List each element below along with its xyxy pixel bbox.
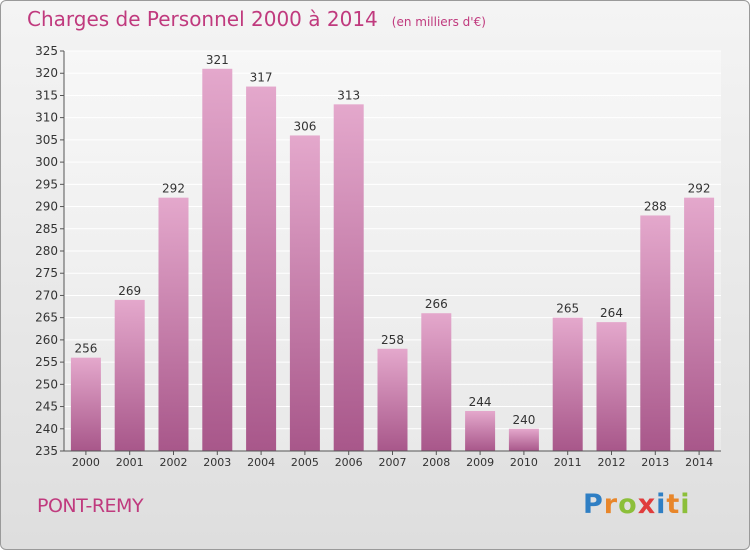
bar [508,428,539,451]
bar [596,322,627,451]
x-tick-label: 2004 [247,456,275,469]
x-tick-label: 2009 [466,456,494,469]
y-tick-label: 315 [35,88,58,102]
bar-value-label: 321 [206,53,229,67]
bar-value-label: 288 [644,199,667,213]
y-tick-label: 305 [35,133,58,147]
y-tick-label: 280 [35,244,58,258]
proxiti-logo: Proxiti [583,489,691,520]
y-tick-label: 295 [35,177,58,191]
y-tick-label: 290 [35,200,58,214]
y-tick-label: 300 [35,155,58,169]
x-tick-label: 2008 [422,456,450,469]
bar [465,411,496,451]
bar-value-label: 244 [469,395,492,409]
bar [377,348,408,451]
y-tick-label: 240 [35,422,58,436]
bar [640,215,671,451]
bar-value-label: 313 [337,88,360,102]
y-tick-label: 260 [35,333,58,347]
bar-value-label: 240 [512,413,535,427]
x-tick-label: 2012 [598,456,626,469]
x-tick-label: 2005 [291,456,319,469]
y-tick-label: 255 [35,355,58,369]
bar-value-label: 256 [74,342,97,356]
x-tick-label: 2003 [203,456,231,469]
bar-value-label: 266 [425,297,448,311]
chart-title: Charges de Personnel 2000 à 2014 (en mill… [27,7,486,31]
x-tick-label: 2000 [72,456,100,469]
bar [552,317,583,451]
y-tick-label: 270 [35,288,58,302]
y-tick-label: 250 [35,377,58,391]
commune-name: PONT-REMY [37,495,144,517]
bar [114,299,145,451]
bar-value-label: 317 [250,71,273,85]
bar-value-label: 292 [162,182,185,196]
bar-value-label: 258 [381,333,404,347]
y-tick-label: 245 [35,400,58,414]
bar-value-label: 269 [118,284,141,298]
x-tick-label: 2007 [379,456,407,469]
x-tick-label: 2014 [685,456,713,469]
bar-value-label: 265 [556,302,579,316]
y-tick-label: 325 [35,44,58,58]
bar [333,104,364,451]
bar-value-label: 306 [293,119,316,133]
y-tick-label: 275 [35,266,58,280]
bar [421,313,452,451]
y-tick-label: 310 [35,111,58,125]
x-tick-label: 2006 [335,456,363,469]
bar-value-label: 264 [600,306,623,320]
bar [202,68,233,452]
chart-title-text: Charges de Personnel 2000 à 2014 [27,7,378,31]
x-tick-label: 2013 [641,456,669,469]
y-tick-label: 285 [35,222,58,236]
x-tick-label: 2002 [160,456,188,469]
y-tick-label: 235 [35,444,58,458]
bar [158,197,189,451]
bar [684,197,715,451]
x-tick-label: 2001 [116,456,144,469]
y-tick-label: 265 [35,311,58,325]
bar [289,135,320,451]
bar [70,357,101,451]
y-tick-label: 320 [35,66,58,80]
chart-subtitle: (en milliers d'€) [391,15,486,29]
bar-value-label: 292 [688,182,711,196]
bar [246,86,277,452]
x-tick-label: 2010 [510,456,538,469]
x-tick-label: 2011 [554,456,582,469]
